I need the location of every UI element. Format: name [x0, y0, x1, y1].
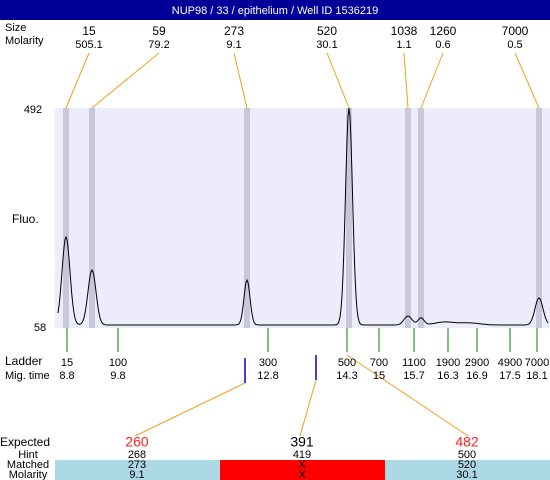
peak-molarity: 1.1: [396, 39, 411, 51]
trace: [57, 107, 549, 326]
plot-area: [55, 108, 550, 328]
row-label: Expected: [0, 435, 50, 449]
ladder-time: 14.3: [336, 370, 357, 382]
peak-size: 59: [152, 24, 166, 38]
molarity-cell: X: [298, 469, 306, 480]
peak-band: [89, 108, 95, 328]
expected-cell: 391: [290, 434, 314, 450]
y-min-label: 58: [34, 322, 46, 334]
peak-band: [346, 108, 352, 328]
header-title: NUP98 / 33 / epithelium / Well ID 153621…: [172, 5, 378, 17]
row-label: Molarity: [9, 469, 48, 480]
hint-cell: 419: [293, 449, 311, 461]
matched-cell: 273: [128, 459, 146, 471]
peak-molarity: 0.6: [435, 39, 450, 51]
molarity-cell: 30.1: [456, 469, 477, 480]
peak-connector: [326, 52, 350, 109]
peak-connector: [65, 52, 90, 109]
expected-cell: 482: [455, 434, 479, 450]
molarity-cell: 9.1: [129, 469, 144, 480]
peak-band: [63, 108, 69, 328]
ladder-size: 300: [259, 357, 277, 369]
matched-cell: [220, 460, 385, 480]
peak-connector: [403, 52, 409, 109]
header-bar: [0, 0, 550, 20]
peak-connector: [420, 52, 444, 109]
peak-molarity: 79.2: [148, 39, 169, 51]
peak-band: [244, 108, 250, 328]
matched-cell: [385, 460, 550, 480]
peak-band: [405, 108, 411, 328]
ladder-size: 7000: [525, 357, 549, 369]
peak-size: 1038: [391, 24, 418, 38]
peak-size: 15: [82, 24, 96, 38]
ladder-size: 700: [370, 357, 388, 369]
ladder-label: Ladder: [5, 354, 42, 368]
connector: [346, 354, 469, 437]
ladder-time: 15: [373, 370, 385, 382]
peak-molarity: 9.1: [226, 39, 241, 51]
ladder-time: 17.5: [499, 370, 520, 382]
matched-cell: 520: [458, 459, 476, 471]
ladder-time: 16.3: [437, 370, 458, 382]
peak-band: [536, 108, 542, 328]
hint-cell: 500: [458, 449, 476, 461]
connector: [299, 379, 317, 437]
ladder-time: 16.9: [466, 370, 487, 382]
ladder-time: 8.8: [59, 370, 74, 382]
peak-band: [418, 108, 424, 328]
connector: [134, 382, 246, 437]
peak-size: 1260: [430, 24, 457, 38]
mig-time-label: Mig. time: [5, 370, 50, 382]
expected-cell: 260: [125, 434, 149, 450]
ladder-size: 1900: [436, 357, 460, 369]
size-label: Size: [5, 22, 26, 34]
ladder-size: 4900: [498, 357, 522, 369]
peak-size: 7000: [502, 24, 529, 38]
matched-cell: X: [298, 459, 306, 471]
row-label: Hint: [18, 449, 38, 461]
peak-molarity: 30.1: [316, 39, 337, 51]
ladder-time: 9.8: [110, 370, 125, 382]
peak-connector: [233, 52, 248, 109]
ladder-time: 18.1: [526, 370, 547, 382]
y-max-label: 492: [24, 104, 42, 116]
matched-cell: [55, 460, 220, 480]
y-axis-label: Fluo.: [12, 212, 39, 226]
ladder-size: 500: [338, 357, 356, 369]
ladder-time: 12.8: [257, 370, 278, 382]
peak-connector: [514, 52, 540, 109]
hint-cell: 268: [128, 449, 146, 461]
peak-molarity: 0.5: [507, 39, 522, 51]
row-label: Matched: [7, 459, 49, 471]
peak-size: 273: [224, 24, 244, 38]
ladder-size: 100: [109, 357, 127, 369]
peak-size: 520: [317, 24, 337, 38]
ladder-size: 15: [61, 357, 73, 369]
ladder-size: 1100: [402, 357, 426, 369]
peak-molarity: 505.1: [75, 39, 103, 51]
molarity-label: Molarity: [5, 35, 44, 47]
ladder-size: 2900: [465, 357, 489, 369]
ladder-time: 15.7: [403, 370, 424, 382]
peak-connector: [91, 52, 160, 109]
